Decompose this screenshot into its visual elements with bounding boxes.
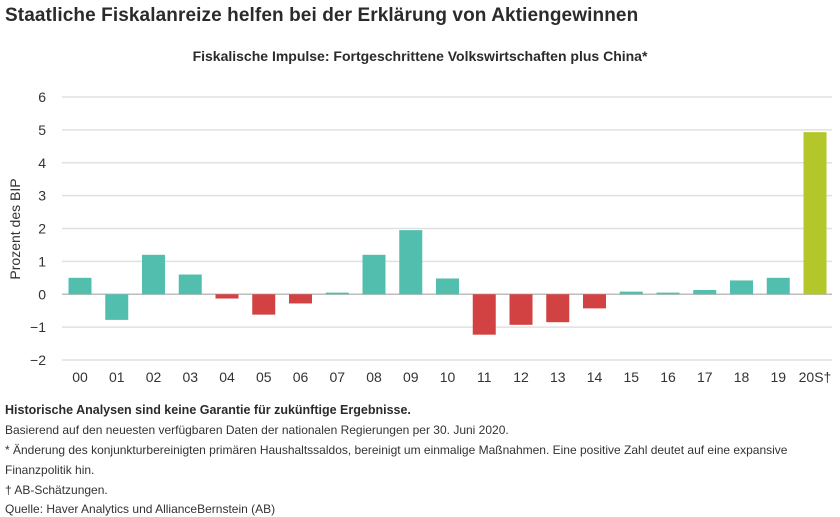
bar-06: [289, 294, 312, 304]
bar-18: [730, 280, 753, 295]
x-tick-label: 08: [366, 369, 382, 385]
bar-04: [215, 294, 239, 299]
source: Quelle: Haver Analytics und AllianceBern…: [5, 502, 276, 516]
bar-09: [399, 230, 423, 295]
x-tick-label: 09: [403, 369, 419, 385]
bar-20S†: [803, 132, 827, 295]
x-tick-label: 04: [219, 369, 235, 385]
x-tick-label: 01: [109, 369, 125, 385]
x-tick-label: 20S†: [799, 369, 832, 385]
bar-12: [509, 294, 533, 325]
y-tick-label: −1: [30, 319, 46, 335]
y-tick-labels: 6 5 4 3 2 1 0 −1 −2: [30, 89, 46, 368]
bar-00: [68, 277, 92, 295]
x-tick-label: 12: [513, 369, 529, 385]
y-tick-label: 4: [38, 155, 46, 171]
bar-19: [766, 277, 790, 295]
y-tick-label: −2: [30, 352, 46, 368]
y-tick-label: 1: [38, 253, 46, 269]
bar-02: [142, 254, 165, 295]
x-tick-label: 07: [329, 369, 345, 385]
footnote-star: * Änderung des konjunkturbereinigten pri…: [5, 443, 788, 457]
bar-10: [436, 278, 459, 295]
bar-08: [362, 254, 386, 295]
bars: [68, 132, 827, 335]
y-tick-label: 0: [38, 286, 46, 302]
x-tick-label: 11: [477, 369, 492, 385]
x-tick-label: 16: [660, 369, 676, 385]
bar-11: [472, 294, 496, 335]
bar-13: [546, 294, 570, 323]
footnote-basis: Basierend auf den neuesten verfügbaren D…: [5, 423, 509, 437]
x-tick-label: 10: [440, 369, 456, 385]
page-title: Staatliche Fiskalanreize helfen bei der …: [5, 5, 639, 26]
x-tick-label: 13: [550, 369, 566, 385]
y-tick-label: 5: [38, 122, 46, 138]
x-tick-label: 00: [72, 369, 88, 385]
x-tick-label: 14: [587, 369, 603, 385]
x-tick-label: 06: [293, 369, 309, 385]
bar-07: [325, 292, 349, 295]
bar-15: [619, 291, 643, 295]
bar-chart: 00 01 02 03 04 05 06 07 08 09 10 11 12 13 14 15 16 17 18 19…: [7, 89, 832, 385]
x-tick-label: 18: [734, 369, 750, 385]
y-tick-label: 3: [38, 188, 46, 204]
x-tick-label: 15: [623, 369, 639, 385]
x-tick-label: 05: [256, 369, 272, 385]
y-tick-label: 6: [38, 89, 46, 105]
chart-title: Fiskalische Impulse: Fortgeschrittene Vo…: [192, 48, 648, 64]
gridlines: [62, 96, 832, 361]
bar-01: [105, 294, 129, 320]
x-tick-label: 17: [697, 369, 713, 385]
bar-14: [583, 294, 606, 309]
bar-03: [178, 274, 202, 295]
footnote-star-cont: Finanzpolitik hin.: [5, 463, 95, 477]
x-tick-label: 02: [146, 369, 162, 385]
x-tick-labels: 00 01 02 03 04 05 06 07 08 09 10 11 12 13 14 15 16 17 18 19…: [72, 369, 831, 385]
bar-17: [693, 289, 717, 295]
bar-05: [252, 294, 276, 315]
y-axis-label: Prozent des BIP: [7, 178, 23, 279]
footnote-dagger: † AB-Schätzungen.: [5, 483, 108, 497]
bar-16: [656, 292, 680, 295]
x-tick-label: 19: [770, 369, 786, 385]
y-tick-label: 2: [38, 221, 46, 237]
disclaimer: Historische Analysen sind keine Garantie…: [5, 403, 411, 417]
x-tick-label: 03: [182, 369, 198, 385]
